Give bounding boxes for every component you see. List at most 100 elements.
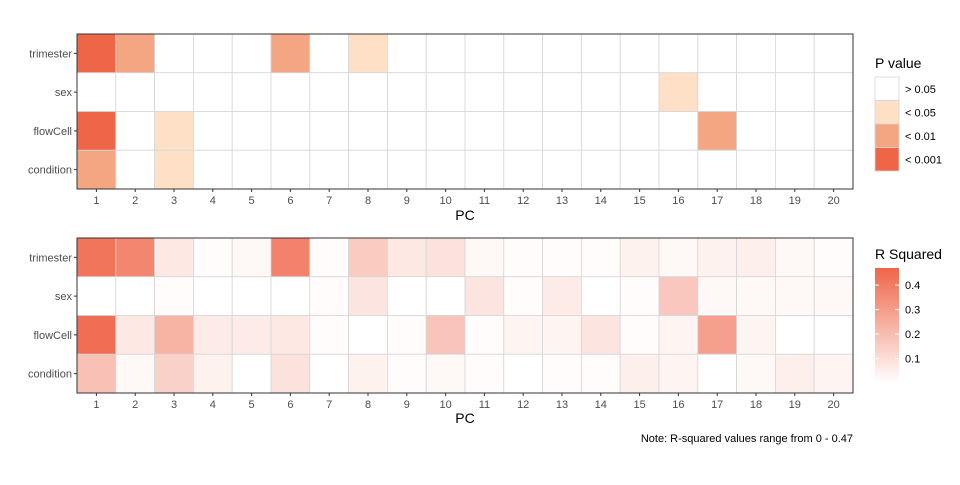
heatmap-cell <box>309 276 349 316</box>
x-tick-label: 14 <box>595 195 607 207</box>
heatmap-cell <box>658 276 699 316</box>
x-tick-label: 19 <box>789 399 801 411</box>
heatmap-cell <box>348 72 388 112</box>
heatmap-cell <box>231 72 272 112</box>
heatmap-cell <box>348 237 388 278</box>
heatmap-cell <box>76 315 117 355</box>
legend-title: R Squared <box>875 246 942 262</box>
heatmap-cell <box>192 276 233 316</box>
heatmap-cell <box>115 353 156 394</box>
heatmap-cell <box>697 353 737 394</box>
heatmap-cell <box>697 237 737 278</box>
heatmap-cell <box>542 72 582 112</box>
heatmap-cell <box>775 315 815 355</box>
heatmap-cell <box>697 33 737 74</box>
heatmap-cell <box>775 149 815 190</box>
heatmap-cell <box>76 353 117 394</box>
heatmap-cell <box>464 276 505 316</box>
y-tick-label: sex <box>55 291 73 303</box>
heatmap-cell <box>813 315 854 355</box>
heatmap-cell <box>115 111 156 151</box>
x-tick-label: 1 <box>93 399 99 411</box>
heatmap-cell <box>658 315 699 355</box>
heatmap-cell <box>76 33 117 74</box>
heatmap-cell <box>658 72 699 112</box>
legend-label: > 0.05 <box>905 84 936 96</box>
heatmap-cell <box>154 353 194 394</box>
x-tick-label: 10 <box>439 195 451 207</box>
x-tick-label: 12 <box>517 195 529 207</box>
heatmap-cell <box>464 111 505 151</box>
heatmap-cell <box>542 237 582 278</box>
heatmap-cell <box>775 276 815 316</box>
heatmap-cell <box>270 237 311 278</box>
x-tick-label: 13 <box>556 399 568 411</box>
legend-label: < 0.01 <box>905 131 936 143</box>
x-tick-label: 17 <box>711 195 723 207</box>
heatmap-cell <box>658 111 699 151</box>
y-tick-label: condition <box>28 165 72 177</box>
heatmap-cell <box>231 353 272 394</box>
heatmap-cell <box>192 353 233 394</box>
heatmap-cell <box>425 72 466 112</box>
legend-label: 0.3 <box>905 305 920 317</box>
note-text: Note: R-squared values range from 0 - 0.… <box>641 433 853 445</box>
heatmap-cell <box>813 33 854 74</box>
x-tick-label: 15 <box>633 399 645 411</box>
x-tick-label: 9 <box>404 399 410 411</box>
heatmap-cell <box>581 149 621 190</box>
heatmap-cell <box>581 315 621 355</box>
heatmap-cell <box>658 237 699 278</box>
heatmap-cell <box>270 72 311 112</box>
colorbar <box>875 268 899 383</box>
heatmap-cell <box>76 111 117 151</box>
heatmap-cell <box>464 315 505 355</box>
heatmap-cell <box>619 315 660 355</box>
legend-label: < 0.05 <box>905 107 936 119</box>
heatmap-cell <box>386 276 427 316</box>
heatmap-cell <box>775 33 815 74</box>
heatmap-cell <box>231 315 272 355</box>
y-tick-label: trimester <box>29 48 72 60</box>
heatmap-cell <box>736 353 776 394</box>
heatmap-cell <box>542 149 582 190</box>
heatmap-cell <box>464 33 505 74</box>
x-tick-label: 14 <box>595 399 607 411</box>
y-tick-label: flowCell <box>33 330 72 342</box>
heatmap-cell <box>76 276 117 316</box>
heatmap-cell <box>736 33 776 74</box>
x-tick-label: 17 <box>711 399 723 411</box>
x-tick-label: 4 <box>210 399 216 411</box>
x-tick-label: 12 <box>517 399 529 411</box>
x-tick-label: 5 <box>249 399 255 411</box>
heatmap-cell <box>270 33 311 74</box>
legend-swatch <box>874 123 900 148</box>
x-tick-label: 10 <box>439 399 451 411</box>
heatmap-cell <box>76 149 117 190</box>
heatmap-cell <box>270 353 311 394</box>
heatmap-cell <box>503 33 543 74</box>
x-tick-label: 7 <box>326 195 332 207</box>
x-tick-label: 8 <box>365 399 371 411</box>
heatmap-cell <box>581 111 621 151</box>
heatmap-cell <box>697 315 737 355</box>
x-tick-label: 6 <box>287 195 293 207</box>
heatmap-cell <box>348 33 388 74</box>
heatmap-cell <box>697 276 737 316</box>
heatmap-cell <box>736 276 776 316</box>
heatmap-cell <box>581 276 621 316</box>
heatmap-cell <box>270 276 311 316</box>
heatmap-cell <box>425 237 466 278</box>
heatmap-cell <box>309 149 349 190</box>
x-tick-label: 2 <box>132 195 138 207</box>
x-tick-label: 19 <box>789 195 801 207</box>
x-tick-label: 7 <box>326 399 332 411</box>
heatmap-cell <box>542 33 582 74</box>
heatmap-cell <box>231 33 272 74</box>
x-tick-label: 1 <box>93 195 99 207</box>
x-axis-title: PC <box>455 207 474 223</box>
heatmap-cell <box>425 33 466 74</box>
